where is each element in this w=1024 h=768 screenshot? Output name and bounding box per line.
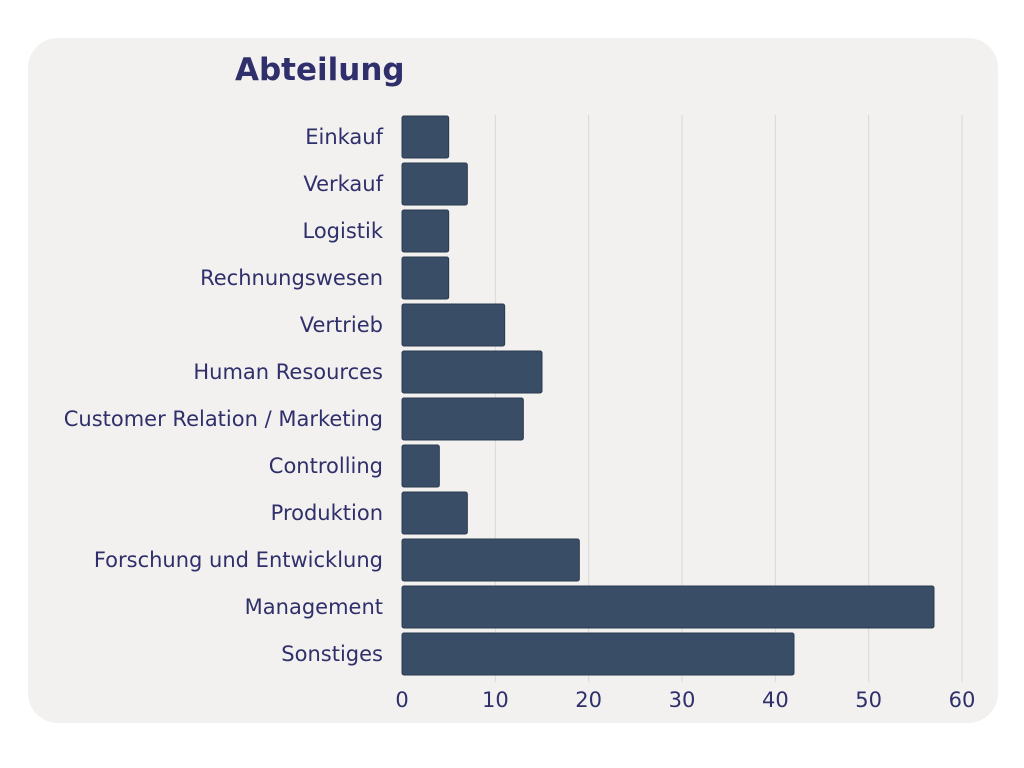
category-label: Human Resources <box>193 360 383 384</box>
x-axis-ticks: 0 10 20 30 40 50 60 <box>395 688 975 712</box>
bar <box>401 632 795 676</box>
bar <box>401 303 506 347</box>
x-tick-label: 30 <box>669 688 696 712</box>
category-label: Rechnungswesen <box>200 266 383 290</box>
category-label: Einkauf <box>305 125 383 149</box>
category-label: Sonstiges <box>281 642 383 666</box>
x-tick-label: 20 <box>575 688 602 712</box>
bar <box>401 256 450 300</box>
category-label: Vertrieb <box>300 313 383 337</box>
bar-layer <box>401 115 935 676</box>
x-tick-label: 40 <box>762 688 789 712</box>
chart-title: Abteilung <box>235 52 405 88</box>
category-label: Logistik <box>302 219 383 243</box>
bar <box>401 209 450 253</box>
category-label: Management <box>245 595 383 619</box>
bar <box>401 538 580 582</box>
x-tick-label: 10 <box>482 688 509 712</box>
x-tick-label: 50 <box>855 688 882 712</box>
bar <box>401 444 440 488</box>
bar <box>401 491 468 535</box>
category-label: Customer Relation / Marketing <box>64 407 383 431</box>
x-tick-label: 60 <box>949 688 976 712</box>
category-label: Verkauf <box>303 172 383 196</box>
bar <box>401 115 450 159</box>
bar <box>401 162 468 206</box>
x-tick-label: 0 <box>395 688 408 712</box>
label-layer: Einkauf Verkauf Logistik Rechnungswesen Vert… <box>64 125 384 666</box>
bar <box>401 585 935 629</box>
category-label: Produktion <box>271 501 383 525</box>
category-label: Forschung und Entwicklung <box>94 548 383 572</box>
bar <box>401 350 543 394</box>
category-label: Controlling <box>269 454 383 478</box>
bar <box>401 397 524 441</box>
